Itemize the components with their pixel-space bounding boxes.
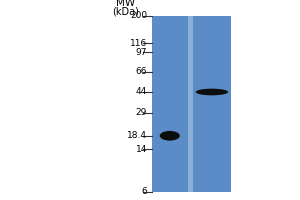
Bar (188, 16, 193, 192)
Text: 116: 116 (130, 39, 147, 48)
Text: 66: 66 (136, 67, 147, 76)
Text: 29: 29 (136, 108, 147, 117)
Bar (193, 16, 231, 192)
Ellipse shape (196, 89, 228, 95)
Ellipse shape (160, 131, 180, 141)
Text: 44: 44 (136, 87, 147, 96)
Bar (152, 16, 188, 192)
Text: MW: MW (116, 0, 136, 8)
Text: 97: 97 (136, 48, 147, 57)
Text: 200: 200 (130, 11, 147, 21)
Text: 14: 14 (136, 145, 147, 154)
Text: 18.4: 18.4 (127, 131, 147, 140)
Text: (kDa): (kDa) (112, 6, 140, 16)
Text: 6: 6 (141, 188, 147, 196)
